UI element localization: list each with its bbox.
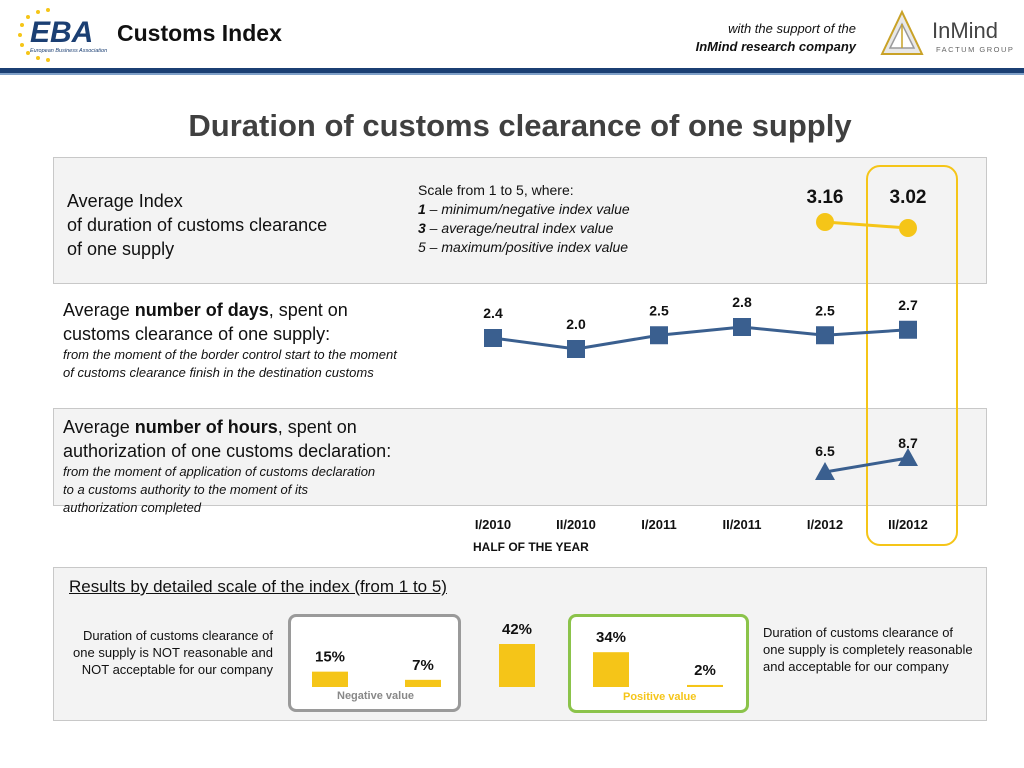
hours-title: Average number of hours, spent on author… — [63, 417, 392, 461]
scale-legend: Scale from 1 to 5, where: 1 – minimum/ne… — [418, 182, 630, 255]
x-tick-label: I/2010 — [475, 517, 511, 532]
x-axis-title: HALF OF THE YEAR — [473, 540, 589, 554]
days-title: Average number of days, spent on customs… — [63, 300, 348, 344]
days-point — [650, 326, 668, 345]
negative-caption: Negative value — [337, 690, 415, 702]
days-value-label: 2.8 — [732, 294, 752, 310]
days-point — [733, 318, 751, 336]
svg-text:InMind: InMind — [932, 18, 998, 43]
header: EBA European Business Association Custom… — [0, 0, 1024, 70]
days-value-label: 2.5 — [815, 302, 835, 318]
days-value-label: 2.5 — [649, 302, 669, 318]
hours-subtitle: from the moment of application of custom… — [63, 464, 376, 515]
page-title: Duration of customs clearance of one sup… — [188, 108, 852, 143]
results-title: Results by detailed scale of the index (… — [69, 577, 447, 596]
negative-value-box — [288, 614, 461, 712]
x-tick-label: I/2011 — [641, 517, 676, 532]
latest-period-highlight — [866, 165, 958, 546]
eu-stars-icon — [18, 8, 50, 62]
svg-text:FACTUM GROUP: FACTUM GROUP — [936, 45, 1014, 54]
days-point — [816, 326, 834, 345]
x-tick-label: I/2012 — [807, 517, 843, 532]
x-tick-label: II/2010 — [556, 517, 596, 532]
header-divider-accent — [0, 73, 1024, 75]
positive-caption: Positive value — [623, 691, 697, 703]
average-index-label: Average Index of duration of customs cle… — [67, 191, 328, 259]
triangle-logo-icon — [880, 9, 924, 55]
support-text: with the support of the InMind research … — [695, 21, 856, 54]
days-point — [484, 329, 502, 347]
header-divider — [0, 68, 1024, 73]
svg-text:European Business Association: European Business Association — [30, 48, 107, 54]
x-tick-label: II/2011 — [722, 517, 761, 532]
days-value-label: 2.4 — [483, 305, 503, 321]
negative-description: Duration of customs clearance of one sup… — [73, 628, 273, 677]
days-value-label: 2.0 — [566, 316, 586, 332]
days-point — [567, 340, 585, 358]
app-title: Customs Index — [117, 20, 282, 46]
eba-logo: EBA European Business Association — [18, 8, 107, 62]
inmind-logo: InMind FACTUM GROUP — [880, 9, 1014, 55]
svg-text:EBA: EBA — [30, 16, 93, 49]
positive-description: Duration of customs clearance of one sup… — [763, 625, 973, 674]
days-series-line — [492, 325, 909, 351]
days-subtitle: from the moment of the border control st… — [63, 347, 397, 380]
